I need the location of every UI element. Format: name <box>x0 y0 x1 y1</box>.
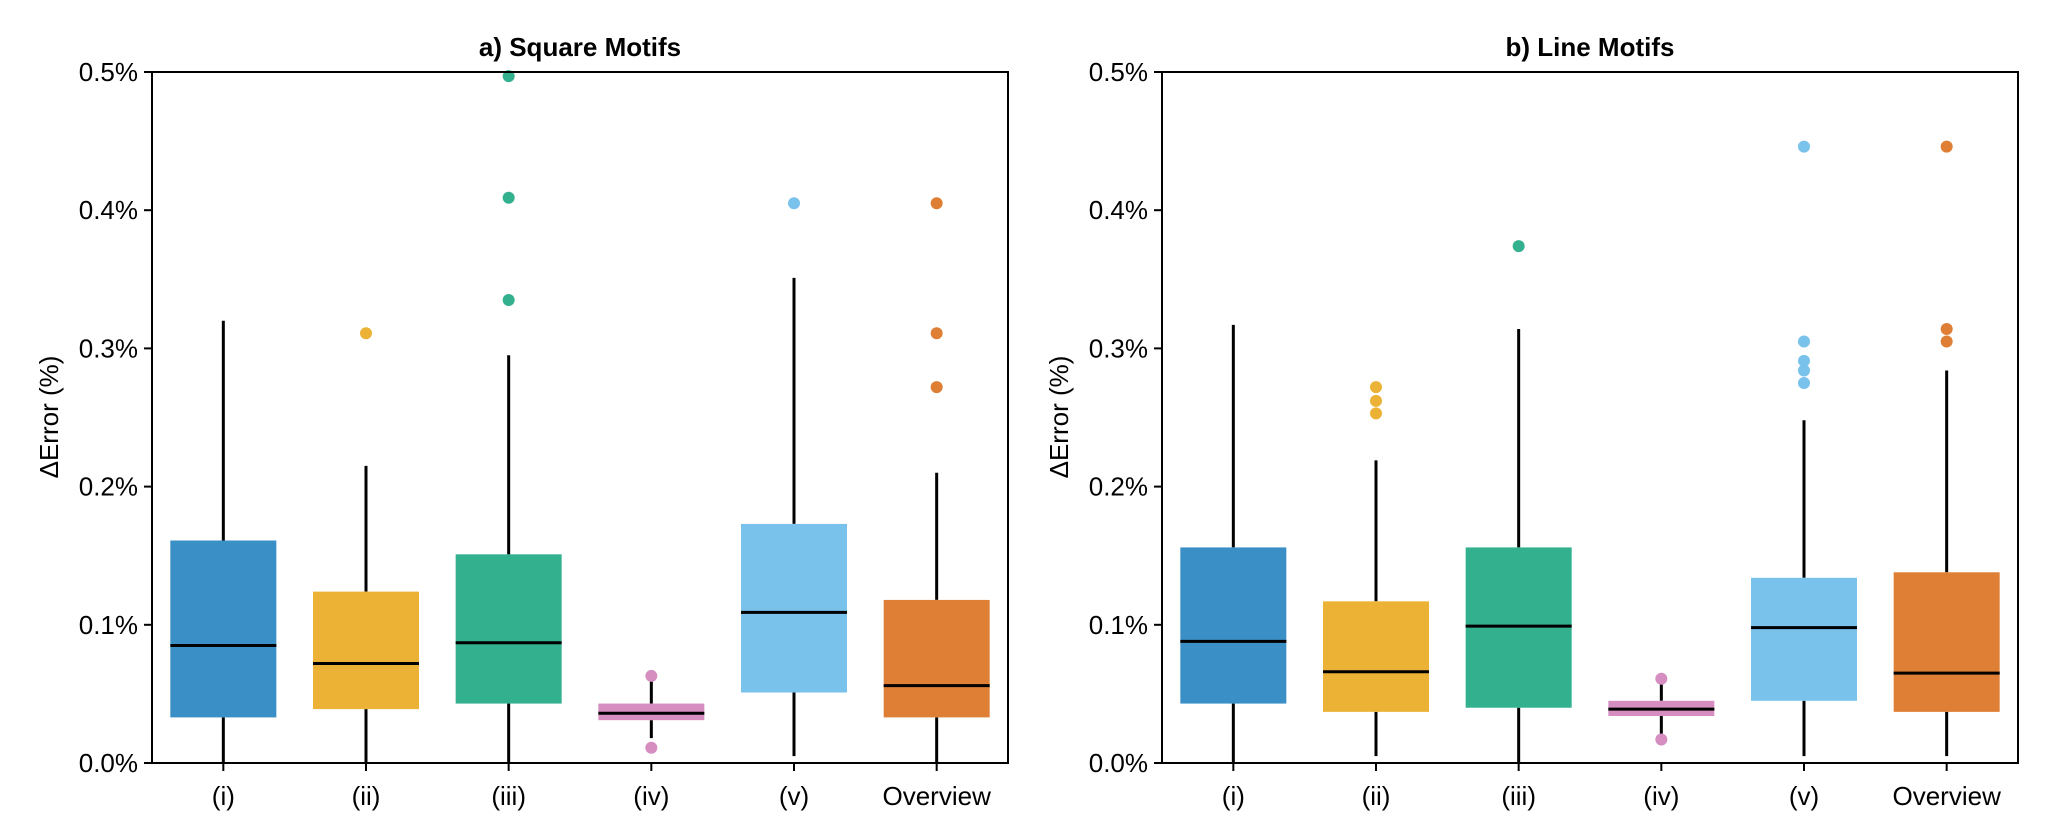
x-tick-label: (i) <box>1222 781 1245 811</box>
outlier-point <box>502 191 515 204</box>
box-6 <box>1893 140 2000 757</box>
y-tick-label: 0.4% <box>1089 195 1148 225</box>
box-1 <box>1180 324 1287 763</box>
x-tick-label: (iii) <box>491 781 526 811</box>
outlier-point <box>502 70 515 83</box>
box-5 <box>1751 140 1857 757</box>
x-tick-label: Overview <box>1892 781 2001 811</box>
x-tick-label: Overview <box>882 781 991 811</box>
iqr-box <box>455 554 562 704</box>
outlier-point <box>1370 394 1382 407</box>
iqr-box <box>741 523 847 693</box>
y-tick-label: 0.2% <box>79 472 138 502</box>
plot-frame <box>1161 71 2019 764</box>
x-tick-label: (iv) <box>1643 781 1679 811</box>
box-3 <box>1465 240 1572 763</box>
box-series <box>1180 140 2000 763</box>
box-1 <box>170 320 277 763</box>
plot-frame <box>151 71 1009 764</box>
y-tick-label: 0.5% <box>1089 57 1148 87</box>
outlier-point <box>1655 672 1668 685</box>
iqr-box <box>313 591 419 710</box>
x-tick-label: (iv) <box>633 781 669 811</box>
outlier-point <box>1798 364 1810 377</box>
x-tick-label: (v) <box>1789 781 1819 811</box>
y-tick-label: 0.1% <box>1089 610 1148 640</box>
box-series <box>170 70 990 763</box>
y-tick-label: 0.1% <box>79 610 138 640</box>
x-ticks: (i) (ii) (iii) (iv) (v) Overview <box>212 763 991 811</box>
outlier-point <box>1370 381 1382 394</box>
iqr-box <box>1180 547 1287 704</box>
y-ticks: 0.0% 0.1% 0.2% 0.3% 0.4% 0.5% <box>79 57 152 778</box>
box-2 <box>313 327 419 763</box>
box-3 <box>455 70 562 763</box>
outlier-point <box>1370 407 1382 420</box>
outlier-point <box>1798 376 1810 389</box>
y-tick-label: 0.2% <box>1089 472 1148 502</box>
panel-title: b) Line Motifs <box>1506 32 1675 62</box>
outlier-point <box>645 741 658 754</box>
outlier-point <box>1798 140 1810 153</box>
box-2 <box>1323 381 1429 757</box>
x-ticks: (i) (ii) (iii) (iv) (v) Overview <box>1222 763 2001 811</box>
x-tick-label: (v) <box>779 781 809 811</box>
y-tick-label: 0.3% <box>79 333 138 363</box>
panel-square-motifs: a) Square Motifs ΔError (%) 0.0% 0.1% 0.2%… <box>34 32 1009 811</box>
outlier-point <box>502 294 515 307</box>
outlier-point <box>1940 323 1953 336</box>
outlier-point <box>1940 335 1953 348</box>
panel-title: a) Square Motifs <box>479 32 681 62</box>
outlier-point <box>930 381 943 394</box>
outlier-point <box>645 669 658 682</box>
x-tick-label: (i) <box>212 781 235 811</box>
iqr-box <box>1323 601 1429 712</box>
outlier-point <box>930 327 943 340</box>
iqr-box <box>883 599 990 718</box>
box-4 <box>598 669 705 754</box>
outlier-point <box>1798 335 1810 348</box>
iqr-box <box>170 540 277 718</box>
y-axis-label: ΔError (%) <box>34 356 64 479</box>
outlier-point <box>930 197 943 210</box>
box-6 <box>883 197 990 763</box>
y-tick-label: 0.4% <box>79 195 138 225</box>
box-4 <box>1608 672 1715 746</box>
x-tick-label: (ii) <box>1362 781 1391 811</box>
y-ticks: 0.0% 0.1% 0.2% 0.3% 0.4% 0.5% <box>1089 57 1162 778</box>
y-axis-label: ΔError (%) <box>1044 356 1074 479</box>
iqr-box <box>1751 577 1857 701</box>
x-tick-label: (iii) <box>1501 781 1536 811</box>
iqr-box <box>1893 572 2000 712</box>
outlier-point <box>1940 140 1953 153</box>
outlier-point <box>1512 240 1525 253</box>
box-5 <box>741 197 847 757</box>
outlier-point <box>788 197 800 210</box>
outlier-point <box>1655 733 1668 746</box>
y-tick-label: 0.5% <box>79 57 138 87</box>
x-tick-label: (ii) <box>352 781 381 811</box>
outlier-point <box>1798 354 1810 367</box>
y-tick-label: 0.0% <box>79 748 138 778</box>
panel-line-motifs: b) Line Motifs ΔError (%) 0.0%0.1%0.2%0.… <box>1044 32 2019 811</box>
y-tick-label: 0.0% <box>1089 748 1148 778</box>
y-tick-label: 0.3% <box>1089 333 1148 363</box>
outlier-point <box>360 327 372 340</box>
